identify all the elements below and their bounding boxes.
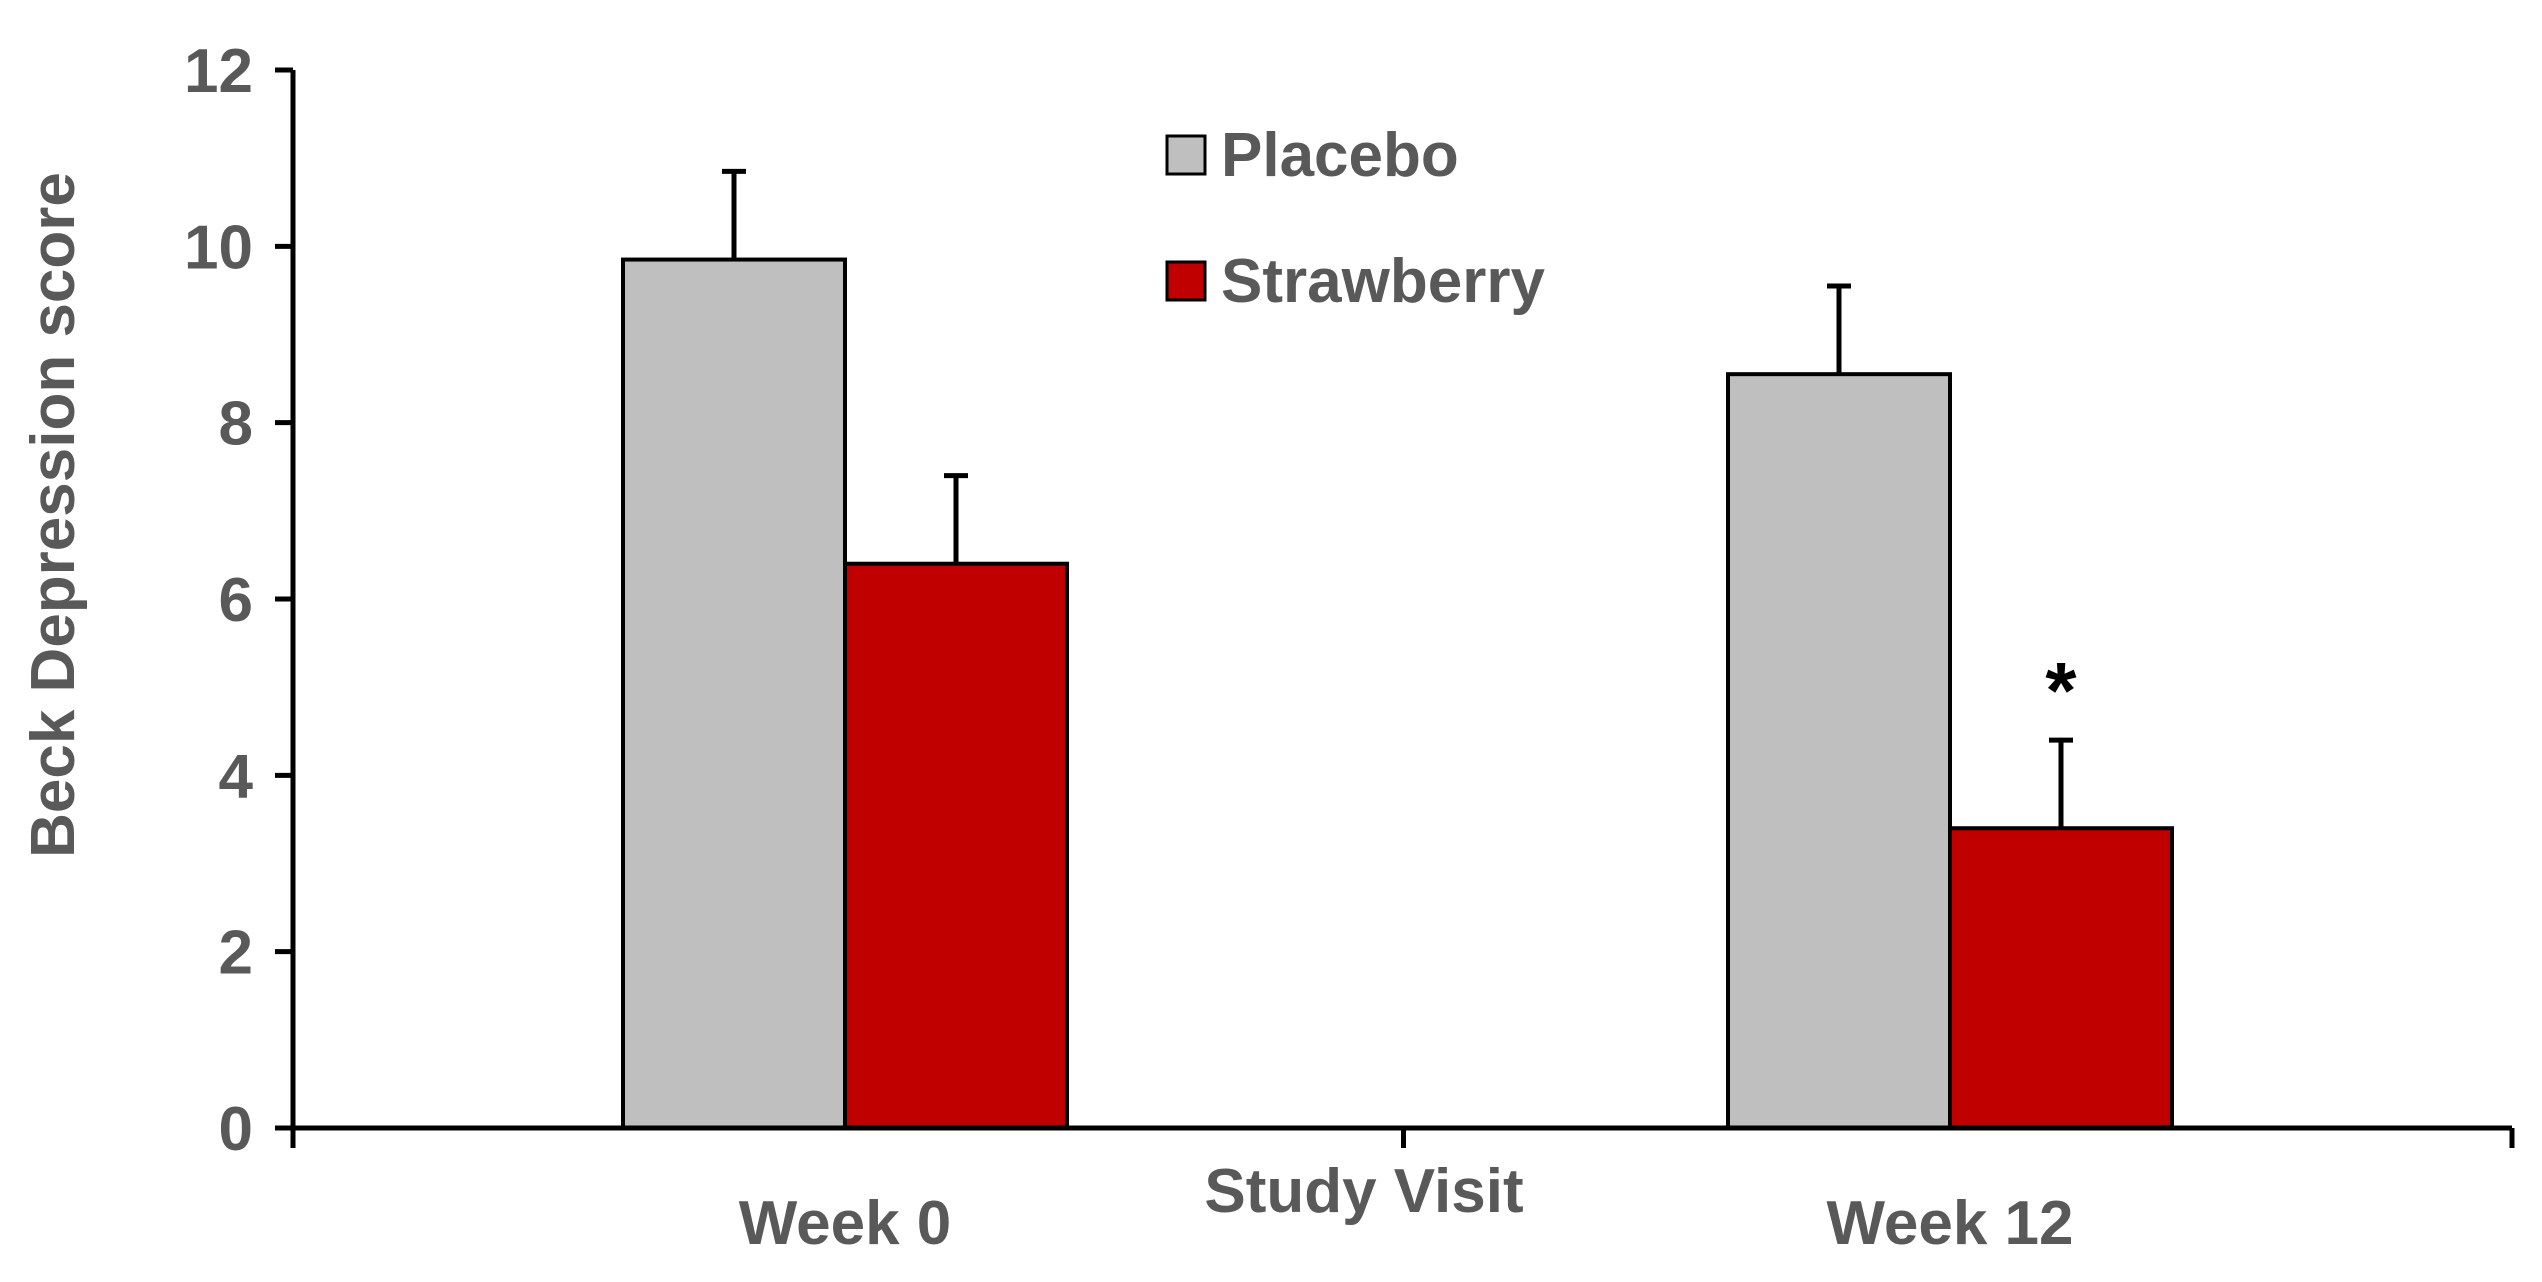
bars-layer (621, 257, 2174, 1130)
legend-label-strawberry: Strawberry (1221, 247, 1545, 316)
errorbars-layer (722, 168, 2073, 829)
legend: Placebo Strawberry (1165, 121, 1545, 316)
bar-placebo-week-0 (621, 257, 847, 1130)
y-tick-label: 2 (219, 919, 253, 988)
x-axis-title: Study Visit (1204, 1157, 1523, 1226)
y-tick-label: 10 (184, 213, 253, 282)
legend-label-placebo: Placebo (1221, 121, 1459, 190)
legend-swatch-placebo (1165, 134, 1207, 176)
x-ticks: Week 0 Week 12 (290, 1128, 2515, 1258)
y-tick-label: 6 (219, 566, 253, 635)
x-tick-label: Week 12 (1826, 1189, 2073, 1258)
legend-swatch-strawberry (1165, 260, 1207, 302)
annotations: * (2045, 646, 2077, 735)
bar-placebo-week-12 (1726, 372, 1952, 1130)
y-axis-title: Beck Depression score (19, 172, 88, 858)
y-tick-label: 12 (184, 37, 253, 106)
significance-annotation: * (2045, 646, 2077, 735)
y-ticks: 0 2 4 6 8 10 12 (184, 37, 293, 1164)
y-tick-label: 8 (219, 390, 253, 459)
bar-strawberry-week-0 (843, 561, 1069, 1130)
x-tick-label: Week 0 (739, 1189, 952, 1258)
y-tick-label: 0 (219, 1095, 253, 1164)
bar-strawberry-week-12 (1948, 826, 2174, 1130)
y-tick-label: 4 (219, 742, 254, 811)
